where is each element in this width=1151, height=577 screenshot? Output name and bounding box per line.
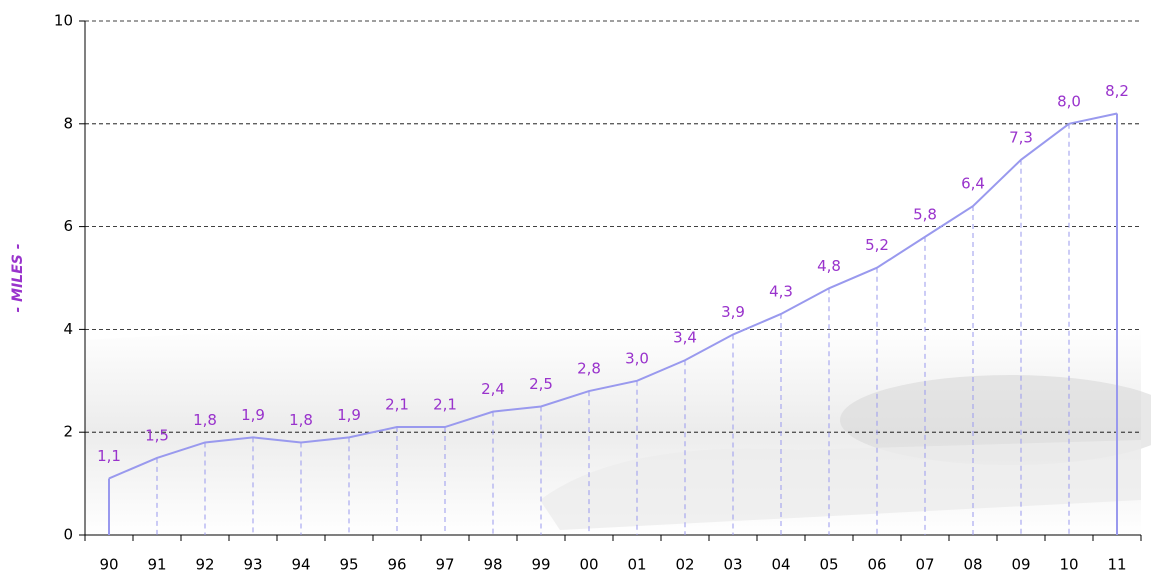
value-label: 5,2 xyxy=(865,236,889,254)
x-tick-label: 91 xyxy=(147,556,166,574)
value-label: 8,0 xyxy=(1057,92,1081,110)
x-tick-label: 11 xyxy=(1107,556,1126,574)
value-label: 7,3 xyxy=(1009,128,1033,146)
y-tick-label: 8 xyxy=(63,114,73,132)
value-label: 6,4 xyxy=(961,175,985,193)
x-tick-label: 94 xyxy=(291,556,310,574)
value-label: 3,9 xyxy=(721,303,745,321)
value-label: 1,9 xyxy=(337,406,361,424)
y-tick-label: 2 xyxy=(63,423,73,441)
value-label: 2,5 xyxy=(529,375,553,393)
x-tick-label: 96 xyxy=(387,556,406,574)
x-tick-label: 07 xyxy=(915,556,934,574)
y-tick-label: 6 xyxy=(63,217,73,235)
x-tick-label: 05 xyxy=(819,556,838,574)
value-label: 1,5 xyxy=(145,426,169,444)
y-axis-title: - MILES - xyxy=(10,243,26,312)
x-tick-label: 08 xyxy=(963,556,982,574)
y-tick-label: 4 xyxy=(63,320,73,338)
x-tick-label: 09 xyxy=(1011,556,1030,574)
x-tick-label: 99 xyxy=(531,556,550,574)
x-tick-label: 90 xyxy=(99,556,118,574)
value-label: 8,2 xyxy=(1105,82,1129,100)
value-label: 3,4 xyxy=(673,329,697,347)
x-tick-label: 04 xyxy=(771,556,790,574)
value-label: 4,3 xyxy=(769,282,793,300)
value-label: 5,8 xyxy=(913,205,937,223)
value-label: 2,1 xyxy=(385,396,409,414)
y-tick-label: 10 xyxy=(54,12,73,30)
x-tick-label: 01 xyxy=(627,556,646,574)
x-tick-label: 93 xyxy=(243,556,262,574)
value-label: 1,8 xyxy=(193,411,217,429)
value-label: 1,1 xyxy=(97,447,121,465)
x-tick-label: 95 xyxy=(339,556,358,574)
watermark xyxy=(540,440,1141,530)
x-tick-label: 98 xyxy=(483,556,502,574)
y-tick-label: 0 xyxy=(63,526,73,544)
x-tick-label: 03 xyxy=(723,556,742,574)
x-tick-label: 06 xyxy=(867,556,886,574)
x-tick-label: 02 xyxy=(675,556,694,574)
value-label: 1,9 xyxy=(241,406,265,424)
value-label: 3,0 xyxy=(625,349,649,367)
x-tick-label: 00 xyxy=(579,556,598,574)
x-tick-label: 92 xyxy=(195,556,214,574)
value-label: 1,8 xyxy=(289,411,313,429)
value-label: 2,4 xyxy=(481,380,505,398)
value-label: 2,1 xyxy=(433,396,457,414)
line xyxy=(108,112,1118,480)
value-label: 2,8 xyxy=(577,360,601,378)
value-label: 4,8 xyxy=(817,257,841,275)
x-tick-label: 97 xyxy=(435,556,454,574)
x-tick-label: 10 xyxy=(1059,556,1078,574)
